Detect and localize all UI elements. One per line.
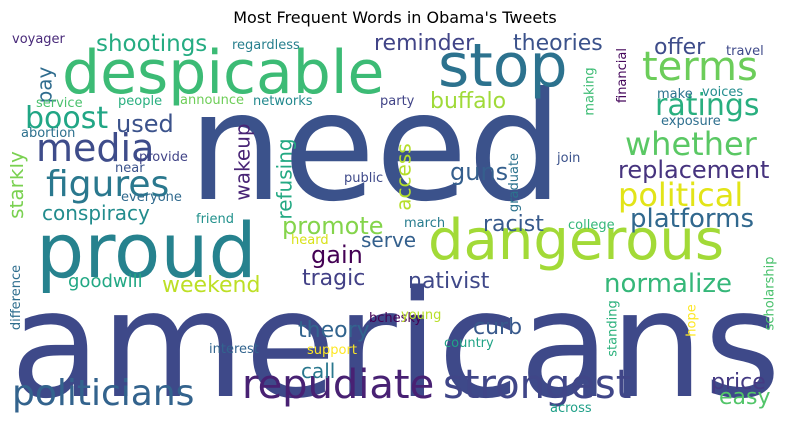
chart-title: Most Frequent Words in Obama's Tweets	[233, 8, 557, 27]
word-announce: announce	[180, 93, 245, 108]
word-goodwill: goodwill	[68, 271, 143, 292]
word-financial: financial	[614, 48, 630, 103]
word-scholarship: scholarship	[762, 256, 778, 331]
word-shootings: shootings	[96, 33, 208, 57]
word-wakeup: wakeup	[230, 123, 255, 201]
word-friend: friend	[196, 212, 235, 227]
word-used: used	[116, 110, 174, 138]
word-racist: racist	[483, 212, 544, 237]
word-service: service	[36, 96, 83, 111]
word-hope: hope	[684, 304, 700, 337]
word-terms: terms	[642, 44, 758, 90]
word-provide: provide	[139, 150, 188, 165]
word-conspiracy: conspiracy	[42, 201, 150, 225]
word-normalize: normalize	[604, 269, 732, 299]
word-heard: heard	[291, 233, 329, 248]
word-stop: stop	[438, 33, 568, 101]
word-voyager: voyager	[12, 33, 65, 47]
word-platforms: platforms	[630, 204, 755, 234]
word-proud: proud	[36, 206, 257, 295]
word-dangerous: dangerous	[428, 208, 725, 273]
word-call: call	[301, 359, 336, 383]
word-exposure: exposure	[661, 114, 721, 129]
word-bchesky: bchesky	[369, 311, 423, 326]
word-buffalo: buffalo	[430, 89, 507, 114]
word-weekend: weekend	[162, 273, 261, 298]
word-difference: difference	[10, 264, 25, 331]
word-support: support	[307, 343, 357, 358]
word-country: country	[444, 336, 494, 351]
word-price: price	[711, 370, 766, 395]
word-boost: boost	[25, 101, 109, 136]
word-politicians: politicians	[12, 373, 195, 414]
word-despicable: despicable	[62, 38, 385, 108]
word-people: people	[118, 94, 163, 109]
word-media: media	[36, 126, 155, 170]
word-starkly: starkly	[10, 151, 28, 219]
word-gain: gain	[311, 241, 363, 269]
word-networks: networks	[253, 94, 313, 109]
word-reminder: reminder	[374, 33, 475, 56]
word-theory: theory	[298, 318, 370, 343]
word-march: march	[404, 216, 446, 231]
word-refusing: refusing	[272, 138, 297, 220]
word-college: college	[568, 218, 615, 233]
word-party: party	[380, 94, 415, 109]
word-regardless: regardless	[232, 38, 300, 53]
word-repudiate: repudiate	[242, 362, 435, 408]
word-access: access	[391, 143, 416, 211]
word-make: make	[657, 87, 693, 102]
word-cloud: americans need proud despicable stop dangerou…	[10, 33, 780, 418]
word-making: making	[582, 67, 598, 116]
word-whether: whether	[625, 125, 757, 163]
word-public: public	[344, 171, 384, 186]
word-join: join	[557, 151, 581, 166]
word-political: political	[618, 176, 744, 214]
word-ratings: ratings	[655, 88, 760, 123]
word-interest: interest	[209, 342, 259, 357]
word-across: across	[550, 401, 592, 416]
word-figures: figures	[46, 164, 170, 205]
word-tragic: tragic	[302, 266, 366, 291]
word-nativist: nativist	[408, 269, 490, 294]
word-voices: voices	[702, 85, 744, 100]
word-near: near	[115, 161, 145, 176]
word-travel: travel	[726, 44, 764, 59]
word-replacement: replacement	[618, 156, 770, 184]
word-promote: promote	[282, 212, 384, 240]
word-serve: serve	[361, 228, 417, 252]
word-curb: curb	[473, 315, 523, 340]
word-everyone: everyone	[121, 190, 182, 205]
word-young: young	[401, 308, 442, 323]
word-need: need	[188, 61, 563, 235]
word-theories: theories	[513, 33, 603, 56]
word-guns: guns	[450, 158, 509, 186]
word-strongest: strongest	[443, 362, 632, 408]
word-americans: americans	[10, 259, 780, 418]
word-standing: standing	[605, 300, 621, 357]
word-offer: offer	[654, 35, 706, 60]
word-easy: easy	[719, 385, 771, 410]
word-graduate: graduate	[507, 152, 523, 213]
word-abortion: abortion	[21, 126, 76, 141]
